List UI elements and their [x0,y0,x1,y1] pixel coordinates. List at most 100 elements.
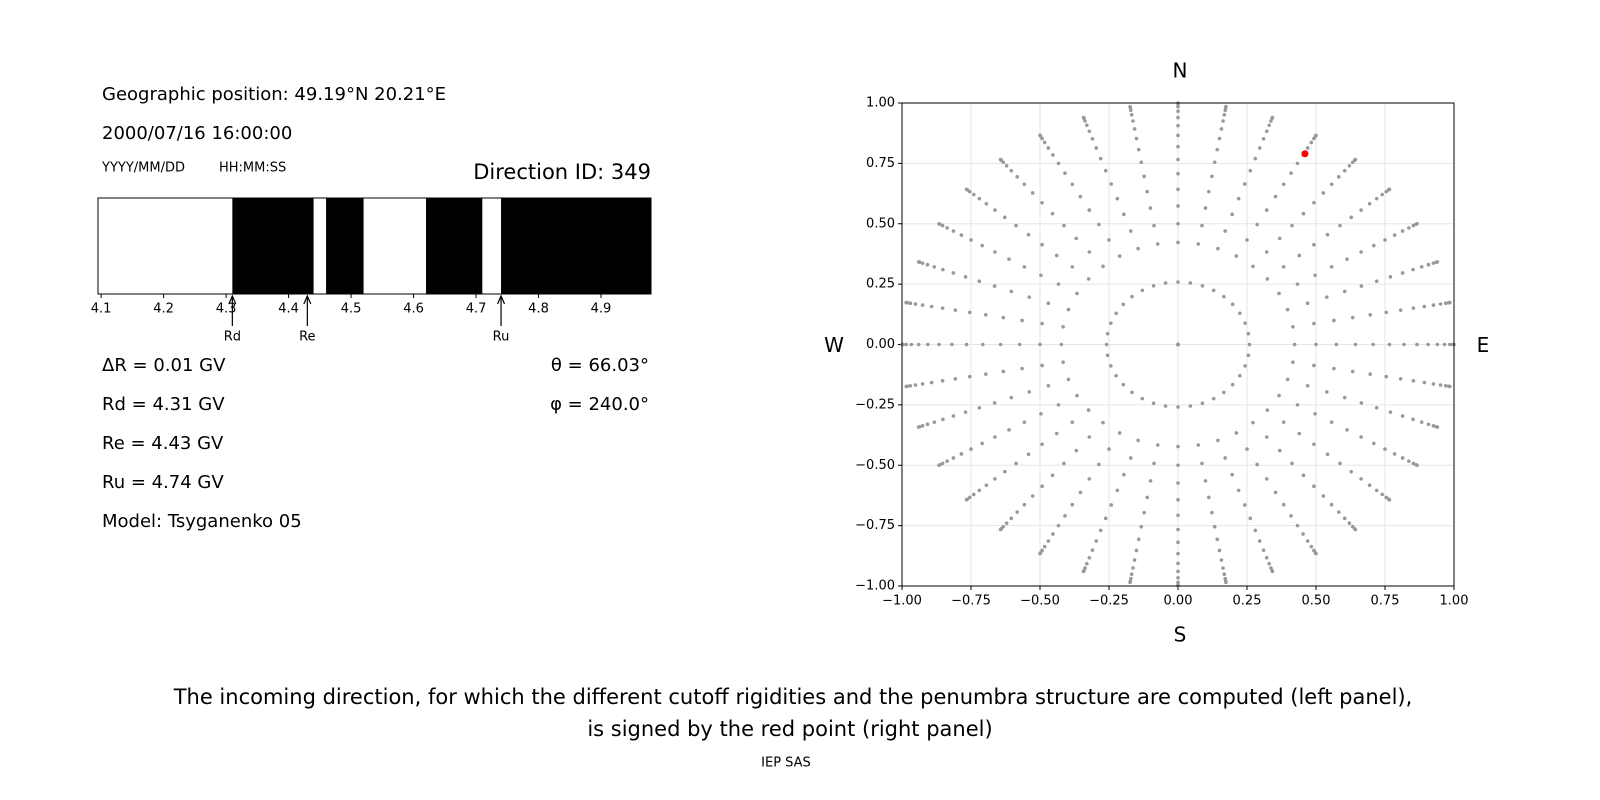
direction-point [1329,420,1334,424]
direction-point [963,410,968,414]
param: φ = 240.0° [550,394,649,415]
direction-point [1176,463,1180,468]
arrow-head [496,294,506,305]
direction-point [992,401,997,405]
direction-point [940,306,945,310]
direction-point [993,208,997,212]
direction-point [1217,136,1222,141]
direction-point [1222,572,1227,577]
direction-point [1151,401,1156,406]
direction-point [1332,366,1336,371]
direction-point [1368,313,1372,317]
direction-point [908,383,913,388]
direction-point [1129,112,1134,117]
direction-point [959,452,964,456]
date-format: YYYY/MM/DD [101,161,185,176]
direction-point [1212,160,1217,165]
param: Re = 4.43 GV [102,433,224,454]
direction-point [1129,456,1133,460]
direction-point [1297,431,1302,436]
direction-point [1132,127,1137,131]
x-tick-label: 4.4 [278,302,299,317]
direction-point [1289,514,1293,518]
direction-point [1176,481,1180,485]
direction-point [1115,196,1120,201]
direction-point [1387,187,1392,192]
direction-point [1200,461,1204,466]
direction-point [1001,315,1006,320]
direction-point [1050,211,1055,216]
direction-point [1243,364,1247,368]
direction-label: N [1173,59,1188,83]
direction-point [1007,257,1011,261]
position: Geographic position: 49.19°N 20.21°E [102,84,446,105]
direction-point [1247,342,1252,347]
marker-label: Ru [493,330,510,345]
direction-point [916,425,921,429]
direction-point [1061,360,1065,365]
direction-point [1359,435,1363,439]
direction-point [1264,477,1269,481]
direction-point [1117,431,1122,435]
direction-point [1374,196,1379,201]
direction-point [1223,229,1227,233]
direction-point [1026,452,1031,457]
direction-point [1380,492,1385,497]
direction-point [1176,133,1180,138]
direction-point [1246,353,1251,358]
direction-point [1087,250,1092,254]
direction-point [1277,236,1282,241]
direction-point [1442,342,1447,347]
direction-point [925,422,930,427]
direction-point [904,300,908,305]
direction-point [1368,372,1372,376]
direction-point [1105,331,1110,336]
direction-point [1176,221,1180,226]
direction-point [1371,441,1376,446]
direction-point [1400,229,1405,233]
x-tick-label: 0.00 [1164,594,1193,609]
direction-point [1221,119,1225,123]
direction-point [1074,448,1079,453]
direction-point [1347,521,1352,525]
direction-point [1251,264,1255,269]
direction-point [1411,461,1416,466]
direction-point [1139,160,1144,165]
direction-point [1264,129,1269,134]
direction-point [967,310,972,315]
direction-point [1176,157,1180,162]
direction-point [1359,284,1364,288]
direction-point [1176,497,1180,502]
direction-id: Direction ID: 349 [473,160,651,184]
direction-point [1215,147,1220,152]
direction-point [940,461,945,466]
marker-label: Rd [224,330,241,345]
direction-point [1374,405,1379,410]
direction-point [1098,156,1103,161]
direction-point [1038,342,1042,347]
direction-point [1070,265,1075,269]
direction-point [1248,516,1253,521]
direction-point [1349,215,1353,220]
direction-point [1281,182,1286,187]
direction-point [1009,168,1014,173]
direction-point [1151,283,1156,288]
direction-point [1050,473,1055,478]
direction-point [1176,342,1180,347]
direction-point [1383,238,1387,242]
direction-point [916,260,921,264]
direction-point [1017,342,1022,347]
direction-point [1230,382,1235,387]
direction-point [1136,438,1140,443]
direction-point [1056,282,1061,286]
direction-point [1086,408,1091,412]
direction-point [951,456,956,460]
direction-point [1223,108,1227,113]
direction-point [1415,463,1419,468]
direction-point [1325,452,1330,457]
direction-point [1297,253,1302,258]
direction-point [1257,539,1262,543]
direction-point [1313,273,1317,278]
direction-point [980,243,985,248]
direction-point [1136,147,1141,152]
